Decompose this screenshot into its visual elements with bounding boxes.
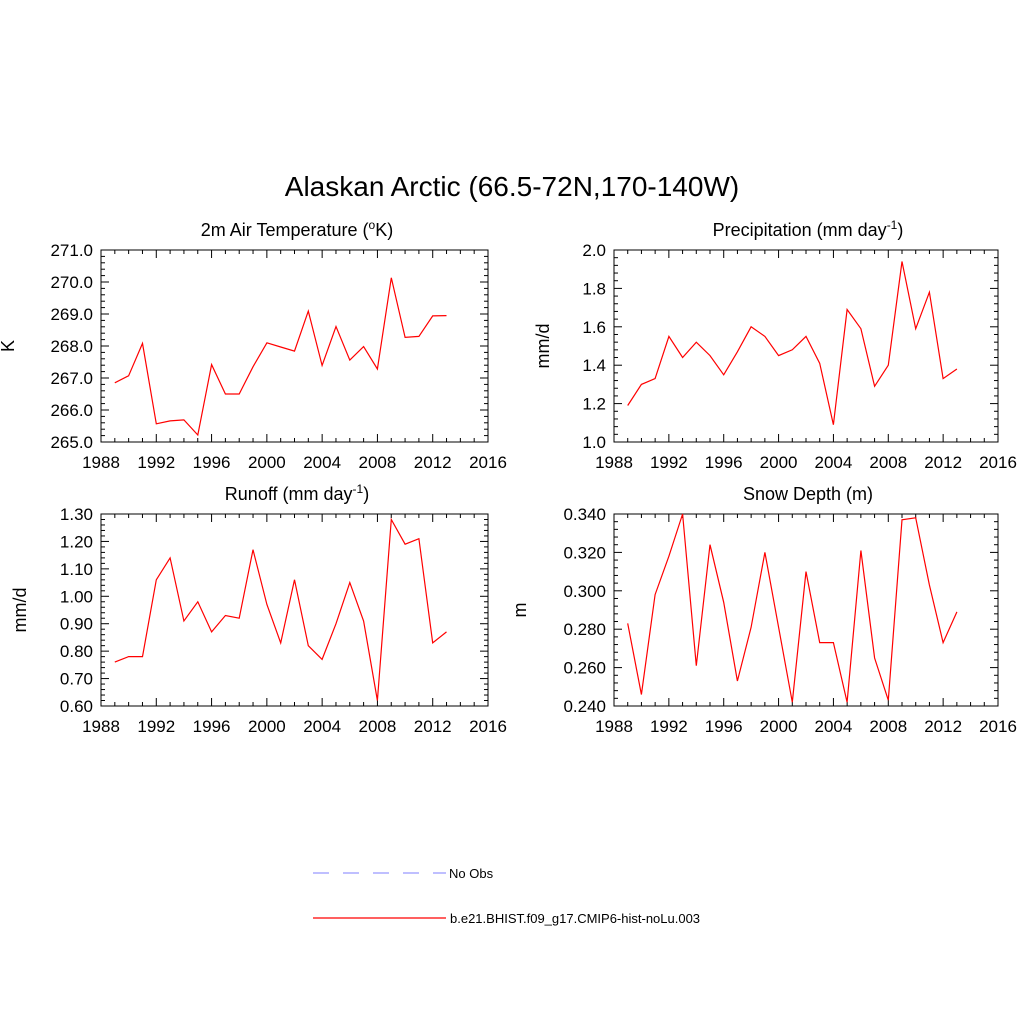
x-tick-label: 2008 (869, 717, 907, 736)
y-tick-label: 271.0 (50, 241, 93, 260)
y-tick-label: 0.340 (563, 505, 606, 524)
x-tick-label: 1992 (137, 453, 175, 472)
chart-runoff: Runoff (mm day-1) mm/d 1988 1992 1996 2000 200… (10, 482, 507, 736)
y-tick-label: 1.00 (60, 587, 93, 606)
x-tick-label: 2016 (979, 717, 1017, 736)
series-line (627, 261, 958, 425)
y-tick-label: 266.0 (50, 401, 93, 420)
y-tick-label: 1.4 (582, 356, 606, 375)
x-tick-label: 2000 (760, 453, 798, 472)
figure-title: Alaskan Arctic (66.5-72N,170-140W) (285, 171, 739, 202)
y-tick-label: 0.260 (563, 659, 606, 678)
x-tick-label: 2004 (815, 453, 853, 472)
y-tick-label: 1.6 (582, 318, 606, 337)
series-line (627, 513, 958, 703)
plot-frame (613, 513, 999, 707)
y-tick-label: 269.0 (50, 305, 93, 324)
legend-label: b.e21.BHIST.f09_g17.CMIP6-hist-noLu.003 (450, 911, 700, 926)
x-tick-label: 2004 (815, 717, 853, 736)
y-tick-label: 1.10 (60, 560, 93, 579)
series-line (114, 277, 447, 437)
legend-label: No Obs (449, 866, 494, 881)
y-tick-label: 1.30 (60, 505, 93, 524)
x-tick-label: 2004 (303, 453, 341, 472)
y-tick-label: 1.0 (582, 433, 606, 452)
x-tick-label: 1996 (193, 453, 231, 472)
y-tick-label: 0.280 (563, 620, 606, 639)
panel-title: Runoff (mm day-1) (225, 482, 369, 504)
x-tick-label: 2012 (924, 717, 962, 736)
x-tick-label: 2008 (869, 453, 907, 472)
x-tick-label: 1988 (82, 717, 120, 736)
y-axis-label: mm/d (10, 588, 30, 633)
x-tick-label: 2004 (303, 717, 341, 736)
x-tick-label: 1992 (137, 717, 175, 736)
y-tick-label: 2.0 (582, 241, 606, 260)
x-tick-label: 2000 (248, 717, 286, 736)
y-tick-label: 0.80 (60, 642, 93, 661)
y-tick-label: 268.0 (50, 337, 93, 356)
y-tick-label: 0.300 (563, 582, 606, 601)
x-tick-label: 1992 (650, 717, 688, 736)
plot-frame (613, 249, 999, 443)
x-tick-label: 2012 (924, 453, 962, 472)
y-axis-label: mm/d (533, 324, 553, 369)
y-axis-label: K (0, 340, 18, 352)
y-tick-label: 1.20 (60, 532, 93, 551)
legend-item: b.e21.BHIST.f09_g17.CMIP6-hist-noLu.003 (313, 911, 700, 926)
x-tick-label: 2012 (414, 717, 452, 736)
y-tick-label: 270.0 (50, 273, 93, 292)
chart-precipitation: Precipitation (mm day-1) mm/d 1988 1992 1996… (533, 218, 1017, 472)
panel-title: 2m Air Temperature (oK) (201, 218, 393, 240)
x-tick-label: 2016 (979, 453, 1017, 472)
chart-snow-depth: Snow Depth (m) m 1988 1992 1996 2000 2004 2008 2… (510, 484, 1017, 736)
chart-air-temperature: 2m Air Temperature (oK) K 1988 1992 1996 2000… (0, 218, 507, 472)
legend: No Obs b.e21.BHIST.f09_g17.CMIP6-hist-noL… (313, 866, 700, 926)
x-tick-label: 2008 (359, 717, 397, 736)
x-tick-label: 1996 (705, 717, 743, 736)
x-tick-label: 1992 (650, 453, 688, 472)
x-tick-label: 2016 (469, 453, 507, 472)
x-tick-label: 2000 (248, 453, 286, 472)
y-tick-label: 0.320 (563, 543, 606, 562)
y-tick-label: 0.70 (60, 670, 93, 689)
y-tick-label: 0.60 (60, 697, 93, 716)
y-tick-label: 1.2 (582, 395, 606, 414)
x-tick-label: 1996 (193, 717, 231, 736)
x-tick-label: 1996 (705, 453, 743, 472)
plot-frame (100, 513, 489, 707)
y-tick-label: 0.240 (563, 697, 606, 716)
series-line (114, 517, 447, 701)
x-tick-label: 2016 (469, 717, 507, 736)
y-tick-label: 265.0 (50, 433, 93, 452)
y-tick-label: 0.90 (60, 615, 93, 634)
x-tick-label: 1988 (595, 453, 633, 472)
x-tick-label: 1988 (82, 453, 120, 472)
plot-frame (100, 249, 489, 443)
chart-panels: 2m Air Temperature (oK) K 1988 1992 1996 2000… (0, 218, 1017, 736)
y-tick-label: 267.0 (50, 369, 93, 388)
x-tick-label: 2012 (414, 453, 452, 472)
x-tick-label: 1988 (595, 717, 633, 736)
x-tick-label: 2008 (359, 453, 397, 472)
legend-item: No Obs (313, 866, 494, 881)
y-tick-label: 1.8 (582, 279, 606, 298)
panel-title: Precipitation (mm day-1) (713, 218, 904, 240)
y-axis-label: m (510, 603, 530, 618)
panel-title: Snow Depth (m) (743, 484, 873, 504)
x-tick-label: 2000 (760, 717, 798, 736)
